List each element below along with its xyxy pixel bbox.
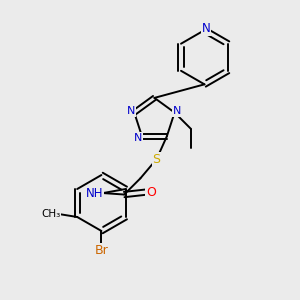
Text: N: N	[134, 133, 142, 143]
Text: CH₃: CH₃	[41, 209, 60, 219]
Text: N: N	[127, 106, 135, 116]
Text: NH: NH	[86, 187, 104, 200]
Text: Br: Br	[94, 244, 108, 256]
Text: N: N	[202, 22, 210, 35]
Text: N: N	[173, 106, 181, 116]
Text: O: O	[146, 186, 156, 199]
Text: S: S	[153, 153, 160, 166]
